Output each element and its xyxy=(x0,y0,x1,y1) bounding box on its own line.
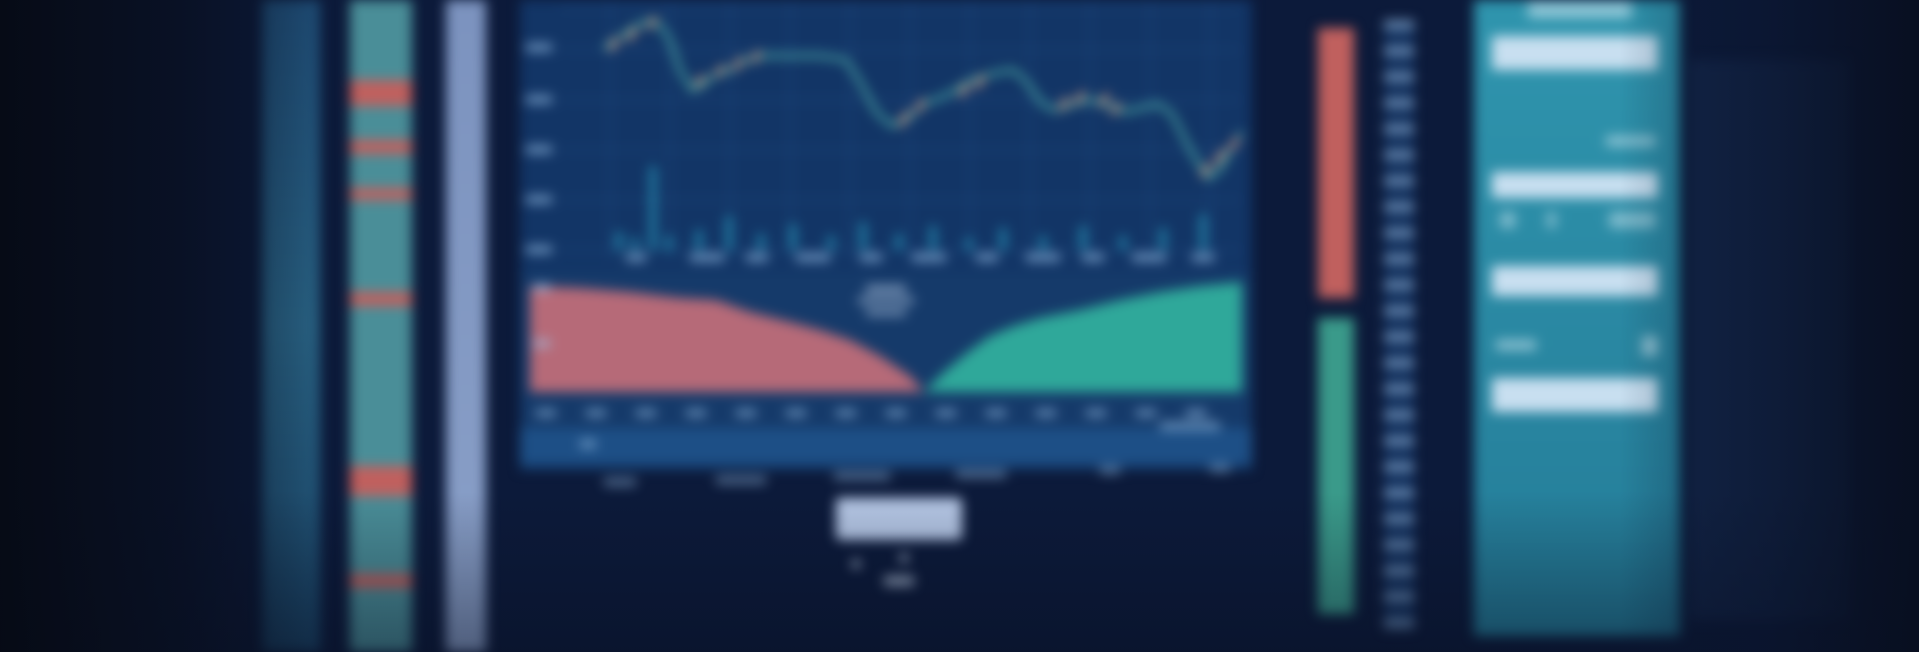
panel-title xyxy=(1528,2,1632,18)
submit-button[interactable] xyxy=(1492,378,1658,412)
order-book-asks xyxy=(1318,28,1354,298)
timeframe-label xyxy=(716,476,766,484)
x-axis-ticks xyxy=(626,254,1214,261)
indicator-dot xyxy=(900,554,908,562)
price-ladder-column xyxy=(1384,20,1414,630)
candles xyxy=(608,16,1240,178)
timeframe-label xyxy=(1100,466,1120,474)
accent-mark xyxy=(350,188,412,200)
timeframe-label xyxy=(834,472,890,480)
timeframe-label xyxy=(956,470,1006,478)
scrollbar[interactable] xyxy=(446,0,486,652)
price-chart xyxy=(520,0,1252,470)
legend-block xyxy=(858,286,914,315)
order-entry-panel xyxy=(1474,0,1680,636)
y-axis-ticks xyxy=(526,44,552,253)
accent-mark xyxy=(350,292,412,306)
price-line xyxy=(603,18,1244,181)
panel-label xyxy=(1496,340,1536,350)
indicator-dot xyxy=(852,560,860,568)
range-slider xyxy=(520,428,1252,464)
background-monitor xyxy=(1690,60,1850,620)
amount-input[interactable] xyxy=(1492,36,1658,70)
chart-icon[interactable] xyxy=(884,576,914,586)
accent-mark xyxy=(350,466,412,496)
accent-mark xyxy=(350,80,412,106)
volume-bars xyxy=(616,166,1206,250)
timeframe-label xyxy=(604,478,636,486)
chart-grid xyxy=(560,0,1240,260)
price-input[interactable] xyxy=(1492,172,1658,198)
panel-label xyxy=(1606,136,1656,146)
panel-mini-chart xyxy=(1500,212,1656,228)
left-edge-strip xyxy=(262,0,320,652)
timeframe-label xyxy=(1210,464,1230,472)
accent-mark xyxy=(350,574,412,588)
quantity-input[interactable] xyxy=(1492,266,1658,296)
order-book-bids xyxy=(1318,318,1354,614)
accent-mark xyxy=(350,140,412,154)
panel-label xyxy=(1642,336,1658,356)
order-button[interactable] xyxy=(836,498,962,540)
